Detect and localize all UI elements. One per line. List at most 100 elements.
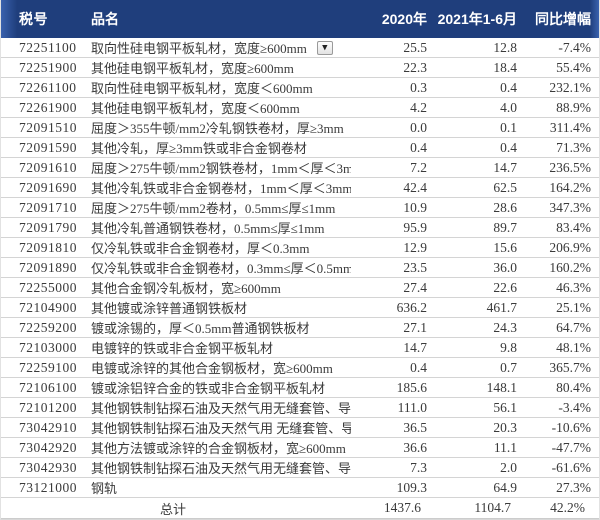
2020-value-cell: 42.4 (403, 179, 427, 195)
name-cell: 钢轨 (73, 478, 351, 497)
2020-value-cell: 10.9 (403, 199, 427, 215)
2020-value-cell: 36.6 (403, 439, 427, 455)
name-cell: 仅冷轧铁或非合金钢卷材，厚＜0.3mm (73, 238, 351, 257)
code-cell: 73121000 (19, 479, 77, 495)
name-cell: 其他冷轧普通钢铁卷材，0.5mm≤厚≤1mm (73, 218, 351, 237)
name-cell: 电镀或涂锌的其他合金钢板材，宽≥600mm (73, 358, 351, 377)
code-cell: 72091710 (19, 199, 77, 215)
product-name: 其他冷轧普通钢铁卷材，0.5mm≤厚≤1mm (91, 221, 325, 236)
2020-value-cell: 185.6 (396, 379, 427, 395)
yoy-value-cell: -7.4% (558, 39, 591, 55)
yoy-value-cell: 206.9% (549, 239, 591, 255)
code-cell: 72091790 (19, 219, 77, 235)
2020-value-cell: 111.0 (397, 399, 427, 415)
2021h1-value-cell: 36.0 (493, 259, 517, 275)
product-name: 其他方法镀或涂锌的合金钢板材，宽≥600mm (91, 441, 346, 456)
table-row: 72091790 其他冷轧普通钢铁卷材，0.5mm≤厚≤1mm 95.9 89.7 83… (1, 218, 599, 238)
2020-value-cell: 109.3 (396, 479, 427, 495)
name-cell: 屈度＞275牛顿/mm2卷材，0.5mm≤厚≤1mm (73, 198, 351, 217)
name-cell: 其他合金钢冷轧板材，宽≥600mm (73, 278, 351, 297)
name-cell: 其他冷轧，厚≥3mm铁或非合金钢卷材 (73, 138, 351, 157)
filter-dropdown-button[interactable]: ▼ (316, 40, 333, 55)
2021h1-value-cell: 12.8 (493, 39, 517, 55)
2021h1-value-cell: 2.0 (500, 459, 517, 475)
header-2020: 2020年 (381, 11, 427, 27)
2020-value-cell: 14.7 (403, 339, 427, 355)
code-cell: 72091590 (19, 139, 77, 155)
yoy-value-cell: 27.3% (556, 479, 591, 495)
name-cell: 其他钢铁制钻探石油及天然气用无缝套管、导管 (73, 458, 351, 477)
2021h1-value-cell: 15.6 (493, 239, 517, 255)
name-cell: 电镀锌的铁或非合金钢平板轧材 (73, 338, 351, 357)
table-row: 72103000 电镀锌的铁或非合金钢平板轧材 14.7 9.8 48.1% (1, 338, 599, 358)
table-row: 72091890 仅冷轧铁或非合金钢卷材，0.3mm≤厚＜0.5mm 23.5 36.… (1, 258, 599, 278)
yoy-value-cell: 64.7% (556, 319, 591, 335)
2020-value-cell: 0.0 (410, 119, 427, 135)
name-cell: 其他钢铁制钻探石油及天然气用无缝套管、导管 (73, 398, 351, 417)
table-row: 73121000 钢轨 109.3 64.9 27.3% (1, 478, 599, 498)
2020-value-cell: 36.5 (403, 419, 427, 435)
yoy-value-cell: 25.1% (556, 299, 591, 315)
yoy-value-cell: 55.4% (556, 59, 591, 75)
2020-value-cell: 0.4 (410, 139, 427, 155)
name-cell: 其他方法镀或涂锌的合金钢板材，宽≥600mm (73, 438, 351, 457)
code-cell: 72103000 (19, 339, 77, 355)
code-cell: 72259100 (19, 359, 77, 375)
code-cell: 72251900 (19, 59, 77, 75)
product-name: 其他钢铁制钻探石油及天然气用 无缝套管、导管 (91, 421, 351, 436)
2021h1-value-cell: 64.9 (493, 479, 517, 495)
table-row: 72251100 取向性硅电钢平板轧材，宽度≥600mm ▼ 25.5 12.8 -7.4… (1, 38, 599, 58)
2020-value-cell: 0.3 (410, 79, 427, 95)
code-cell: 72104900 (19, 299, 77, 315)
product-name: 其他合金钢冷轧板材，宽≥600mm (91, 281, 281, 296)
name-cell: 镀或涂铝锌合金的铁或非合金钢平板轧材 (73, 378, 351, 397)
name-cell: 取向性硅电钢平板轧材，宽度≥600mm ▼ (73, 38, 351, 57)
yoy-value-cell: -47.7% (551, 439, 591, 455)
product-name: 其他钢铁制钻探石油及天然气用无缝套管、导管 (91, 461, 351, 476)
product-name: 镀或涂锡的，厚＜0.5mm普通钢铁板材 (91, 321, 310, 336)
name-cell: 屈度＞275牛顿/mm2钢铁卷材，1mm＜厚＜3mm (73, 158, 351, 177)
code-cell: 72091510 (19, 119, 77, 135)
product-name: 其他硅电钢平板轧材，宽度＜600mm (91, 101, 300, 116)
product-name: 屈度＞275牛顿/mm2钢铁卷材，1mm＜厚＜3mm (91, 161, 351, 176)
table-row: 72091710 屈度＞275牛顿/mm2卷材，0.5mm≤厚≤1mm 10.9 28… (1, 198, 599, 218)
table-row: 72091810 仅冷轧铁或非合金钢卷材，厚＜0.3mm 12.9 15.6 206.9… (1, 238, 599, 258)
table-row: 72261900 其他硅电钢平板轧材，宽度＜600mm 4.2 4.0 88.9% (1, 98, 599, 118)
yoy-value-cell: 48.1% (556, 339, 591, 355)
table-row: 72261100 取向性硅电钢平板轧材，宽度＜600mm 0.3 0.4 232.1% (1, 78, 599, 98)
table-row: 72259100 电镀或涂锌的其他合金钢板材，宽≥600mm 0.4 0.7 365.7… (1, 358, 599, 378)
2021h1-value-cell: 9.8 (500, 339, 517, 355)
yoy-value-cell: 236.5% (549, 159, 591, 175)
yoy-value-cell: 71.3% (556, 139, 591, 155)
2021h1-value-cell: 461.7 (486, 299, 517, 315)
code-cell: 72091610 (19, 159, 77, 175)
product-name: 其他钢铁制钻探石油及天然气用无缝套管、导管 (91, 401, 351, 416)
code-cell: 73042910 (19, 419, 77, 435)
2021h1-value-cell: 24.3 (493, 319, 517, 335)
table-row: 73042920 其他方法镀或涂锌的合金钢板材，宽≥600mm 36.6 11.1 -4… (1, 438, 599, 458)
2020-value-cell: 95.9 (403, 219, 427, 235)
2021h1-value-cell: 20.3 (493, 419, 517, 435)
2020-value-cell: 22.3 (403, 59, 427, 75)
2021h1-value-cell: 28.6 (493, 199, 517, 215)
product-name: 屈度＞275牛顿/mm2卷材，0.5mm≤厚≤1mm (91, 201, 336, 216)
code-cell: 72255000 (19, 279, 77, 295)
product-name: 屈度＞355牛顿/mm2冷轧钢铁卷材，厚≥3mm (91, 121, 344, 136)
name-cell: 镀或涂锡的，厚＜0.5mm普通钢铁板材 (73, 318, 351, 337)
2020-value-cell: 636.2 (396, 299, 427, 315)
2021h1-value-cell: 4.0 (500, 99, 517, 115)
2021h1-value-cell: 0.7 (500, 359, 517, 375)
2021h1-value-cell: 0.4 (500, 139, 517, 155)
table-row: 72255000 其他合金钢冷轧板材，宽≥600mm 27.4 22.6 46.3% (1, 278, 599, 298)
yoy-value-cell: -10.6% (551, 419, 591, 435)
code-cell: 72251100 (19, 39, 77, 55)
table-row: 72091590 其他冷轧，厚≥3mm铁或非合金钢卷材 0.4 0.4 71.3% (1, 138, 599, 158)
2020-value-cell: 4.2 (410, 99, 427, 115)
yoy-value-cell: 160.2% (549, 259, 591, 275)
2020-value-cell: 7.2 (410, 159, 427, 175)
2020-value-cell: 0.4 (410, 359, 427, 375)
code-cell: 72261100 (19, 79, 77, 95)
name-cell: 其他钢铁制钻探石油及天然气用 无缝套管、导管 (73, 418, 351, 437)
2020-value-cell: 12.9 (403, 239, 427, 255)
